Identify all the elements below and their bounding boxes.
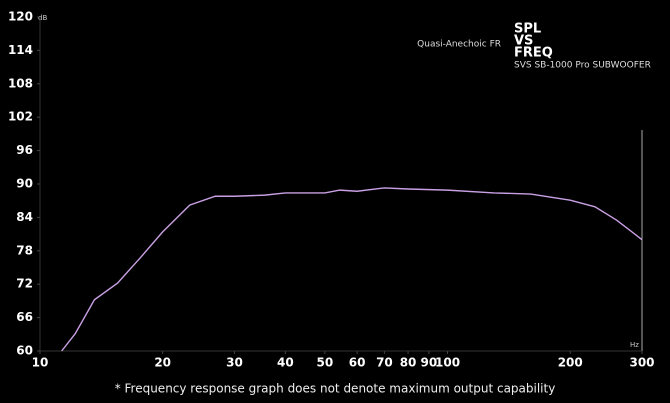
- x-tick-label: 90: [421, 356, 438, 370]
- x-tick-label: 70: [376, 356, 393, 370]
- y-tick-label: 66: [16, 310, 33, 324]
- y-tick-label: 102: [8, 110, 33, 124]
- series-label: Quasi-Anechoic FR: [417, 40, 501, 50]
- x-tick-label: 10: [32, 356, 49, 370]
- title-line: SPL: [514, 22, 541, 37]
- x-tick-label: 40: [277, 356, 294, 370]
- y-tick-label: 72: [16, 277, 33, 291]
- series-line: [61, 187, 643, 352]
- x-tick-label: 300: [629, 356, 654, 370]
- subtitle: SVS SB-1000 Pro SUBWOOFER: [514, 61, 651, 71]
- y-tick-label: 60: [16, 344, 33, 358]
- y-tick-label: 90: [16, 177, 33, 191]
- y-tick-label: 78: [16, 243, 33, 257]
- x-tick-label: 50: [317, 356, 334, 370]
- y-tick-label: 108: [8, 76, 33, 90]
- y-unit: dB: [38, 14, 47, 22]
- y-tick-label: 120: [8, 10, 33, 24]
- title-line: VS: [514, 34, 533, 49]
- y-tick-label: 114: [8, 43, 33, 57]
- x-tick-label: 80: [400, 356, 417, 370]
- y-tick-label: 84: [16, 210, 33, 224]
- title-line: FREQ: [514, 46, 553, 61]
- x-tick-label: 200: [558, 356, 583, 370]
- x-tick-label: 60: [349, 356, 366, 370]
- x-tick-label: 20: [154, 356, 171, 370]
- x-unit: Hz: [630, 341, 639, 349]
- x-tick-label: 100: [435, 356, 460, 370]
- footnote: * Frequency response graph does not deno…: [115, 382, 556, 396]
- x-tick-label: 30: [226, 356, 243, 370]
- y-tick-label: 96: [16, 143, 33, 157]
